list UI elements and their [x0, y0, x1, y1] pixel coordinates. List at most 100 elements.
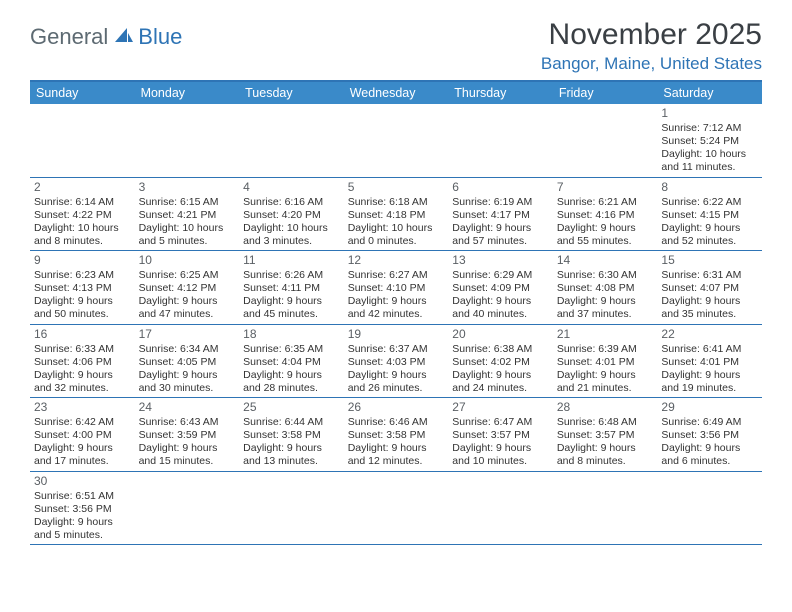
day-info-line: and 12 minutes. [348, 455, 445, 468]
day-info-line: Daylight: 10 hours [34, 222, 131, 235]
day-info-line: and 32 minutes. [34, 382, 131, 395]
day-info-line: and 37 minutes. [557, 308, 654, 321]
day-info-line: Daylight: 9 hours [661, 442, 758, 455]
day-number: 8 [661, 180, 758, 195]
day-info-line: Sunset: 3:57 PM [557, 429, 654, 442]
day-info-line: and 8 minutes. [557, 455, 654, 468]
calendar-cell: 3Sunrise: 6:15 AMSunset: 4:21 PMDaylight… [135, 177, 240, 251]
title-block: November 2025 Bangor, Maine, United Stat… [541, 18, 762, 74]
day-info-line: Sunrise: 6:49 AM [661, 416, 758, 429]
calendar-cell: 13Sunrise: 6:29 AMSunset: 4:09 PMDayligh… [448, 250, 553, 324]
day-info-line: Sunset: 3:56 PM [34, 503, 131, 516]
day-info-line: Sunrise: 6:48 AM [557, 416, 654, 429]
page-title: November 2025 [541, 18, 762, 52]
day-info-line: Sunset: 4:17 PM [452, 209, 549, 222]
day-info-line: Sunrise: 6:25 AM [139, 269, 236, 282]
day-info-line: Daylight: 9 hours [661, 295, 758, 308]
day-info-line: and 0 minutes. [348, 235, 445, 248]
day-info-line: Sunset: 3:57 PM [452, 429, 549, 442]
day-info-line: and 17 minutes. [34, 455, 131, 468]
calendar-cell-empty [344, 104, 449, 177]
day-number: 26 [348, 400, 445, 415]
day-info-line: and 47 minutes. [139, 308, 236, 321]
day-info-line: Sunset: 4:18 PM [348, 209, 445, 222]
day-info-line: Sunrise: 6:34 AM [139, 343, 236, 356]
day-info-line: Sunrise: 6:30 AM [557, 269, 654, 282]
calendar-cell-empty [657, 471, 762, 545]
day-info-line: and 6 minutes. [661, 455, 758, 468]
calendar-cell: 23Sunrise: 6:42 AMSunset: 4:00 PMDayligh… [30, 397, 135, 471]
day-info-line: Sunset: 4:13 PM [34, 282, 131, 295]
day-header: Friday [553, 82, 658, 104]
day-number: 27 [452, 400, 549, 415]
day-info-line: Daylight: 9 hours [34, 295, 131, 308]
calendar-cell: 1Sunrise: 7:12 AMSunset: 5:24 PMDaylight… [657, 104, 762, 177]
calendar-cell: 19Sunrise: 6:37 AMSunset: 4:03 PMDayligh… [344, 324, 449, 398]
day-number: 25 [243, 400, 340, 415]
day-number: 7 [557, 180, 654, 195]
day-number: 28 [557, 400, 654, 415]
calendar-cell: 9Sunrise: 6:23 AMSunset: 4:13 PMDaylight… [30, 250, 135, 324]
day-info-line: Sunset: 4:15 PM [661, 209, 758, 222]
calendar-cell: 25Sunrise: 6:44 AMSunset: 3:58 PMDayligh… [239, 397, 344, 471]
day-header: Monday [135, 82, 240, 104]
day-info-line: Sunset: 4:10 PM [348, 282, 445, 295]
day-info-line: Daylight: 9 hours [452, 295, 549, 308]
logo-text-2: Blue [138, 24, 182, 50]
day-number: 13 [452, 253, 549, 268]
calendar-cell: 22Sunrise: 6:41 AMSunset: 4:01 PMDayligh… [657, 324, 762, 398]
day-info-line: Sunrise: 6:29 AM [452, 269, 549, 282]
day-header: Wednesday [344, 82, 449, 104]
day-info-line: Sunset: 4:02 PM [452, 356, 549, 369]
day-info-line: Daylight: 9 hours [34, 369, 131, 382]
day-number: 17 [139, 327, 236, 342]
calendar-cell-empty [135, 471, 240, 545]
day-info-line: Sunset: 4:01 PM [661, 356, 758, 369]
day-info-line: and 42 minutes. [348, 308, 445, 321]
day-number: 2 [34, 180, 131, 195]
day-header: Saturday [657, 82, 762, 104]
calendar-cell: 24Sunrise: 6:43 AMSunset: 3:59 PMDayligh… [135, 397, 240, 471]
day-info-line: Sunrise: 6:47 AM [452, 416, 549, 429]
day-info-line: Daylight: 9 hours [661, 369, 758, 382]
day-header: Thursday [448, 82, 553, 104]
day-info-line: Sunset: 4:03 PM [348, 356, 445, 369]
day-info-line: Sunset: 4:07 PM [661, 282, 758, 295]
calendar-cell-empty [344, 471, 449, 545]
calendar-cell-empty [553, 104, 658, 177]
day-info-line: Daylight: 9 hours [139, 369, 236, 382]
calendar-cell: 2Sunrise: 6:14 AMSunset: 4:22 PMDaylight… [30, 177, 135, 251]
calendar-cell-empty [448, 471, 553, 545]
calendar-cell-empty [239, 471, 344, 545]
day-info-line: and 5 minutes. [34, 529, 131, 542]
day-info-line: Daylight: 9 hours [243, 442, 340, 455]
day-info-line: Sunset: 3:58 PM [348, 429, 445, 442]
day-info-line: Daylight: 9 hours [661, 222, 758, 235]
logo-text-1: General [30, 24, 108, 50]
day-info-line: Daylight: 9 hours [452, 222, 549, 235]
day-info-line: Daylight: 9 hours [34, 442, 131, 455]
day-info-line: and 5 minutes. [139, 235, 236, 248]
day-info-line: Sunrise: 6:27 AM [348, 269, 445, 282]
day-number: 11 [243, 253, 340, 268]
day-number: 15 [661, 253, 758, 268]
calendar-cell: 10Sunrise: 6:25 AMSunset: 4:12 PMDayligh… [135, 250, 240, 324]
day-info-line: Daylight: 9 hours [557, 222, 654, 235]
day-info-line: and 19 minutes. [661, 382, 758, 395]
day-info-line: Sunrise: 6:46 AM [348, 416, 445, 429]
day-number: 22 [661, 327, 758, 342]
calendar-cell: 28Sunrise: 6:48 AMSunset: 3:57 PMDayligh… [553, 397, 658, 471]
calendar-cell: 7Sunrise: 6:21 AMSunset: 4:16 PMDaylight… [553, 177, 658, 251]
day-number: 3 [139, 180, 236, 195]
day-info-line: and 24 minutes. [452, 382, 549, 395]
day-info-line: Daylight: 10 hours [661, 148, 758, 161]
day-info-line: and 8 minutes. [34, 235, 131, 248]
day-info-line: Sunrise: 6:31 AM [661, 269, 758, 282]
day-info-line: and 40 minutes. [452, 308, 549, 321]
calendar-cell: 18Sunrise: 6:35 AMSunset: 4:04 PMDayligh… [239, 324, 344, 398]
calendar-cell: 11Sunrise: 6:26 AMSunset: 4:11 PMDayligh… [239, 250, 344, 324]
day-info-line: Sunrise: 6:44 AM [243, 416, 340, 429]
sail-icon [113, 26, 135, 49]
day-header: Tuesday [239, 82, 344, 104]
calendar-cell: 30Sunrise: 6:51 AMSunset: 3:56 PMDayligh… [30, 471, 135, 545]
